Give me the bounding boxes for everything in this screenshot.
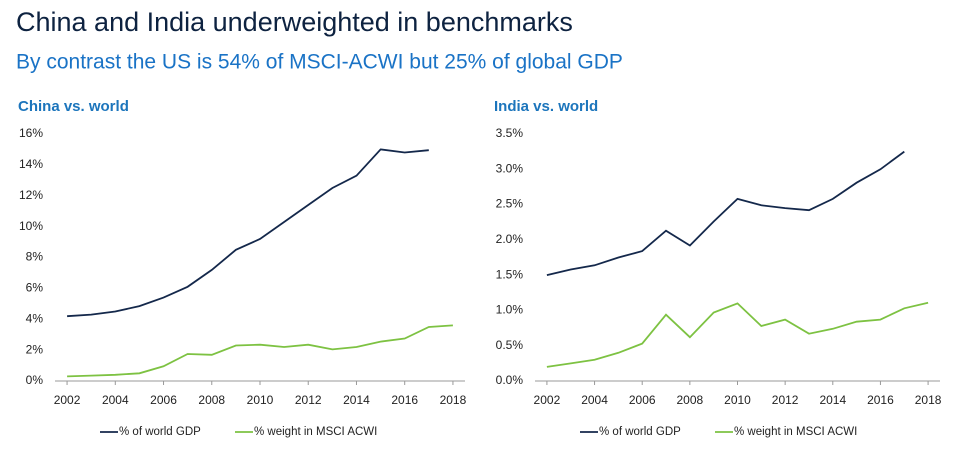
y-tick-label: 6% — [26, 281, 44, 295]
y-tick-label: 2% — [26, 342, 44, 356]
y-tick-label: 0.5% — [496, 338, 524, 352]
x-tick-label: 2006 — [629, 393, 656, 407]
chart-title: India vs. world — [494, 98, 598, 115]
x-tick-label: 2002 — [534, 393, 561, 407]
series-line — [67, 148, 429, 318]
legend-label: % weight in MSCI ACWI — [734, 426, 857, 438]
x-tick-label: 2006 — [150, 393, 177, 407]
legend-label: % of world GDP — [119, 426, 201, 438]
y-tick-label: 3.5% — [496, 126, 524, 140]
y-tick-label: 14% — [19, 157, 43, 171]
y-tick-label: 0.0% — [496, 373, 524, 387]
x-tick-label: 2004 — [581, 393, 608, 407]
x-tick-label: 2014 — [819, 393, 846, 407]
x-tick-label: 2012 — [295, 393, 322, 407]
x-tick-label: 2018 — [440, 393, 467, 407]
legend-label: % weight in MSCI ACWI — [254, 426, 377, 438]
page-subtitle: By contrast the US is 54% of MSCI-ACWI b… — [16, 51, 623, 74]
x-tick-label: 2002 — [54, 393, 81, 407]
x-tick-label: 2010 — [724, 393, 751, 407]
y-tick-label: 1.0% — [496, 303, 524, 317]
series-line — [67, 324, 453, 378]
x-tick-label: 2008 — [677, 393, 704, 407]
x-tick-label: 2008 — [198, 393, 225, 407]
page-title: China and India underweighted in benchma… — [16, 7, 573, 37]
y-tick-label: 1.5% — [496, 267, 524, 281]
x-tick-label: 2018 — [915, 393, 942, 407]
series-line — [546, 301, 929, 368]
y-tick-label: 8% — [26, 250, 44, 264]
y-tick-label: 4% — [26, 311, 44, 325]
x-tick-label: 2010 — [247, 393, 274, 407]
series-line — [546, 150, 905, 276]
x-tick-label: 2014 — [343, 393, 370, 407]
y-tick-label: 12% — [19, 188, 43, 202]
y-tick-label: 16% — [19, 126, 43, 140]
chart-title: China vs. world — [18, 98, 129, 115]
y-tick-label: 2.5% — [496, 197, 524, 211]
x-tick-label: 2012 — [772, 393, 799, 407]
legend-label: % of world GDP — [599, 426, 681, 438]
x-tick-label: 2016 — [391, 393, 418, 407]
y-tick-label: 2.0% — [496, 232, 524, 246]
y-tick-label: 10% — [19, 219, 43, 233]
x-tick-label: 2004 — [102, 393, 129, 407]
y-tick-label: 3.0% — [496, 161, 524, 175]
y-tick-label: 0% — [26, 373, 44, 387]
x-tick-label: 2016 — [867, 393, 894, 407]
